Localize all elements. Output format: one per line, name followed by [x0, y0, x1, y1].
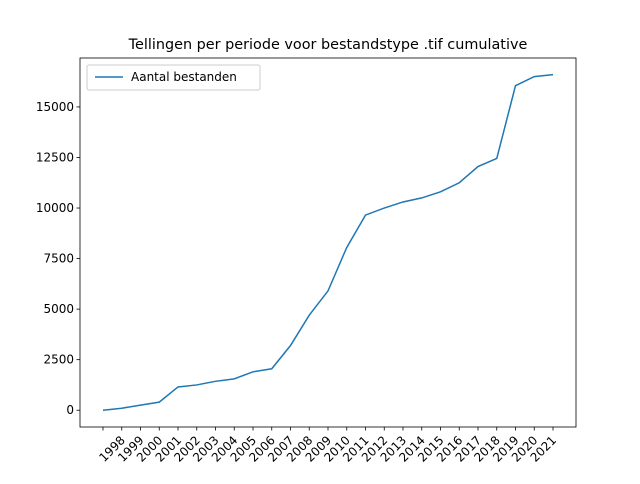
y-tick-label: 0	[66, 403, 74, 417]
y-tick-label: 2500	[43, 353, 74, 367]
y-tick-label: 7500	[43, 252, 74, 266]
legend-box	[86, 64, 261, 91]
y-tick-label: 12500	[36, 150, 74, 164]
y-tick-label: 15000	[36, 100, 74, 114]
line-series	[102, 73, 554, 411]
y-tick-label: 5000	[43, 302, 74, 316]
y-tick-label: 10000	[36, 201, 74, 215]
chart-title: Tellingen per periode voor bestandstype …	[128, 37, 528, 53]
legend-label: Aantal bestanden	[131, 70, 237, 84]
